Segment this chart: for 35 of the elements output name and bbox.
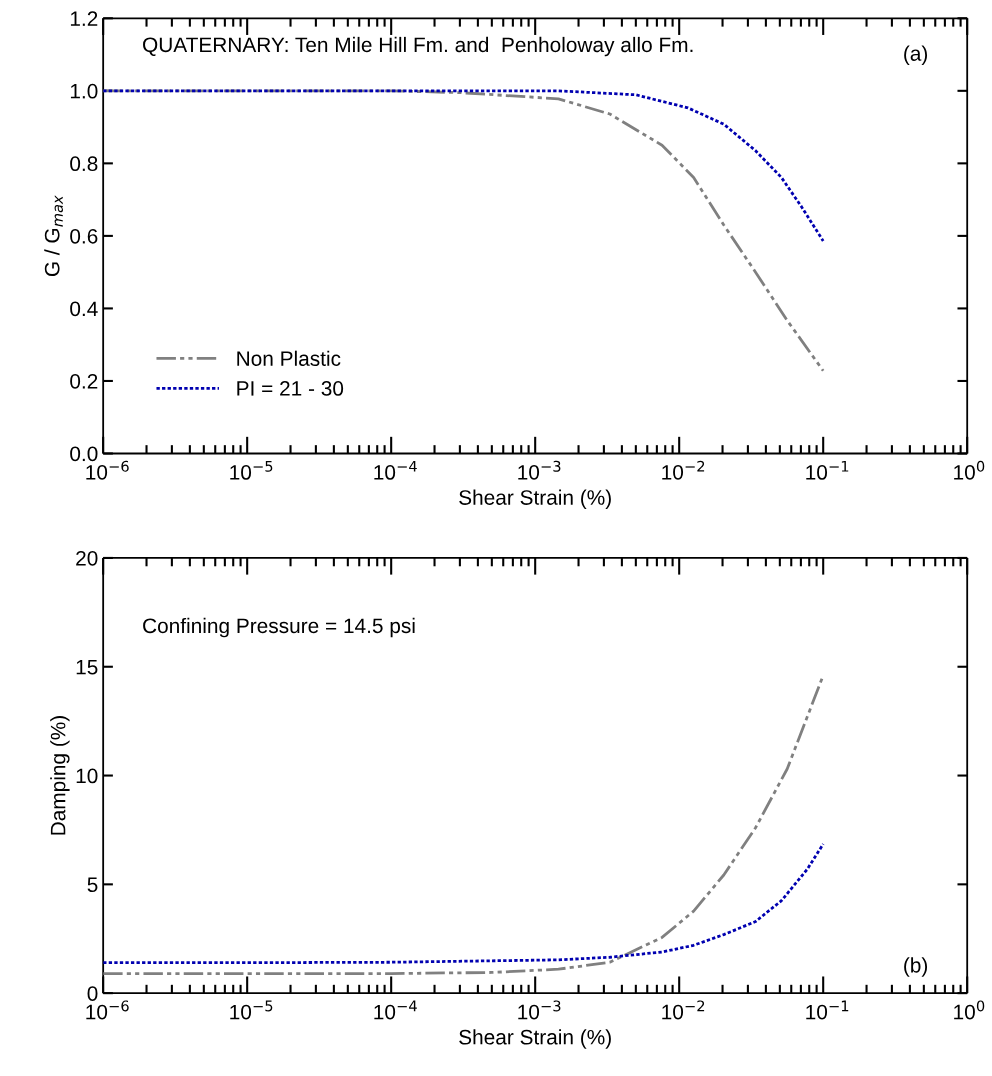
legend-label: Non Plastic xyxy=(237,350,341,366)
y-tick-label: 1.2 xyxy=(70,11,98,26)
y-axis-title: G / G$_{max}$ xyxy=(44,195,63,277)
x-tick-label: 10$^{−5}$ xyxy=(230,460,273,480)
y-tick-label: 0.0 xyxy=(70,446,98,462)
y-tick-label: 0.8 xyxy=(70,156,98,172)
y-tick-label: 0 xyxy=(87,986,98,1001)
x-tick-label: 10$^{0}$ xyxy=(954,460,985,480)
x-tick-label: 10$^{−1}$ xyxy=(806,1000,849,1020)
x-tick-label: 10$^{0}$ xyxy=(954,1000,985,1020)
y-tick-label: 10 xyxy=(76,768,98,784)
y-tick-label: 15 xyxy=(76,659,98,675)
x-tick-label: 10$^{−6}$ xyxy=(86,1000,129,1020)
x-tick-label: 10$^{−5}$ xyxy=(230,1000,273,1020)
y-axis-title: Damping (%) xyxy=(50,716,70,835)
y-tick-label: 0.4 xyxy=(70,301,98,317)
annotation: QUATERNARY: Ten Mile Hill Fm. and Penholoway allo Fm. xyxy=(143,36,693,57)
x-tick-label: 10$^{−3}$ xyxy=(518,460,561,480)
y-tick-label: 20 xyxy=(76,550,98,566)
y-tick-label: 1.0 xyxy=(70,83,98,99)
x-tick-label: 10$^{−4}$ xyxy=(374,1000,417,1020)
x-tick-label: 10$^{−4}$ xyxy=(374,460,417,480)
x-axis-title: Shear Strain (%) xyxy=(459,489,611,509)
x-axis-title: Shear Strain (%) xyxy=(459,1029,611,1049)
annotation: (b) xyxy=(904,957,928,977)
annotation: (a) xyxy=(904,45,928,65)
y-tick-label: 0.6 xyxy=(70,228,98,244)
x-tick-label: 10$^{−1}$ xyxy=(806,460,849,480)
x-tick-label: 10$^{−2}$ xyxy=(662,460,705,480)
annotation: Confining Pressure = 14.5 psi xyxy=(143,617,415,638)
y-tick-label: 5 xyxy=(87,877,98,893)
y-tick-label: 0.2 xyxy=(70,373,98,389)
x-tick-label: 10$^{−2}$ xyxy=(662,1000,705,1020)
x-tick-label: 10$^{−3}$ xyxy=(518,1000,561,1020)
legend-label: PI = 21 - 30 xyxy=(237,381,344,396)
